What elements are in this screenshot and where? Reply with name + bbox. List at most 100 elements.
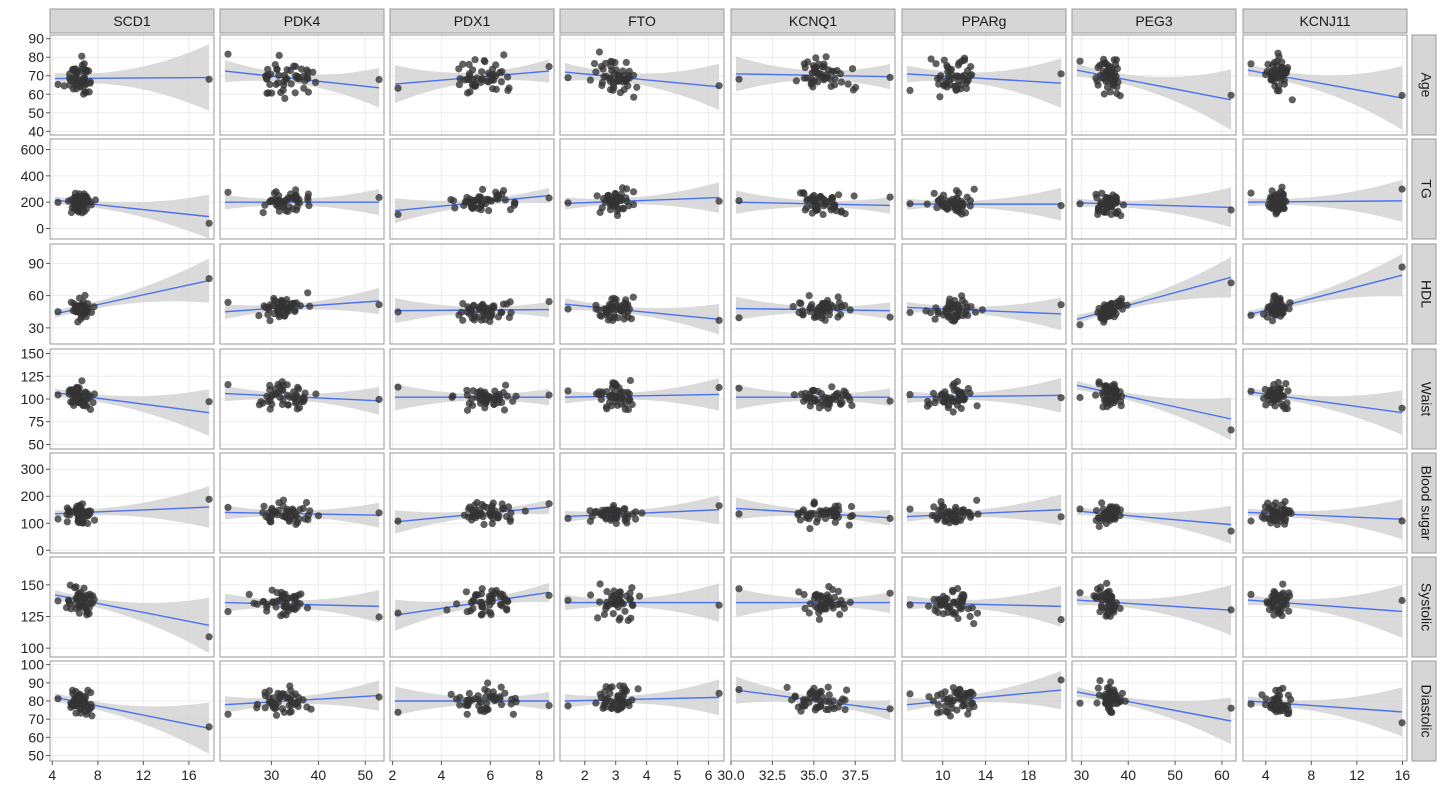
data-point: [822, 53, 830, 61]
data-point: [1092, 507, 1101, 515]
data-point: [953, 706, 961, 714]
data-point: [970, 620, 978, 628]
y-tick-label: 50: [28, 748, 44, 764]
data-point: [290, 592, 298, 601]
col-strip-label: PDK4: [284, 13, 321, 29]
data-point: [817, 687, 825, 696]
data-point: [205, 495, 213, 503]
confidence-band-group: [564, 583, 720, 622]
data-point: [1398, 263, 1406, 271]
data-point: [592, 699, 600, 707]
panel-border: [49, 452, 215, 554]
data-point: [806, 303, 815, 311]
data-point: [825, 583, 833, 591]
data-point: [449, 392, 457, 400]
data-point: [290, 299, 298, 307]
column-strips: SCD1 PDK4 PDX1 FTO KCNQ1 PPARg PEG3 KCNJ11: [49, 8, 1408, 34]
fit-line: [564, 196, 720, 205]
data-point: [845, 521, 853, 529]
data-point: [624, 698, 633, 707]
data-point: [848, 401, 856, 410]
data-point: [1092, 391, 1100, 399]
data-point: [940, 82, 948, 90]
scatter-points: [906, 676, 1065, 720]
y-tick-label: 90: [28, 675, 44, 691]
data-point: [270, 189, 278, 197]
data-point: [291, 394, 299, 402]
scatter-points: [224, 378, 383, 413]
panel-diastolic-peg3: [1071, 660, 1237, 762]
data-point: [839, 695, 847, 703]
data-point: [77, 709, 85, 717]
data-point: [268, 89, 276, 97]
data-point: [468, 395, 476, 403]
y-tick-label: 40: [28, 123, 44, 139]
x-axes: 4 8 12 16 30 40 50 2 4 6 8 2 3 4 5 6 30.0 32.5 35.0 37.5 10 1…: [48, 761, 1410, 783]
data-point: [266, 317, 274, 325]
data-point: [480, 57, 488, 65]
x-tick-label: 6: [486, 767, 494, 783]
row-strip-diastolic: Diastolic: [1411, 660, 1437, 762]
data-point: [1118, 689, 1126, 697]
panel-waist-kcnj11: [1242, 348, 1408, 450]
data-point: [482, 693, 490, 701]
data-point: [608, 683, 616, 691]
data-point: [259, 598, 267, 606]
panel-diastolic-scd1: [49, 660, 215, 762]
data-point: [291, 306, 299, 314]
data-point: [86, 510, 94, 518]
fit-line: [906, 601, 1062, 608]
x-axis-fto: 2 3 4 5 6: [581, 761, 713, 783]
data-point: [492, 696, 500, 704]
data-point: [1227, 91, 1235, 99]
scatter-points: [54, 275, 213, 326]
data-point: [1272, 295, 1280, 303]
data-point: [1096, 61, 1104, 69]
data-point: [1094, 309, 1102, 317]
y-tick-label: 125: [21, 368, 45, 384]
data-point: [269, 694, 277, 702]
panel-border: [1071, 243, 1237, 345]
panel-blood-sugar-kcnj11: [1242, 452, 1408, 554]
data-point: [54, 80, 62, 89]
data-point: [205, 219, 213, 227]
data-point: [600, 610, 609, 619]
data-point: [1076, 505, 1084, 513]
data-point: [827, 507, 835, 515]
y-tick-label: 30: [28, 320, 44, 336]
data-point: [925, 693, 933, 701]
confidence-band: [1247, 387, 1403, 435]
data-point: [510, 201, 518, 209]
data-point: [75, 399, 83, 407]
data-point: [937, 512, 945, 520]
data-point: [455, 65, 463, 73]
data-point: [1279, 589, 1287, 597]
data-point: [599, 65, 607, 73]
data-point: [476, 506, 484, 514]
confidence-band-group: [564, 182, 720, 213]
confidence-band: [906, 58, 1062, 108]
data-point: [619, 700, 627, 708]
data-point: [82, 313, 90, 321]
data-point: [1096, 677, 1104, 685]
data-point: [488, 598, 496, 606]
data-point: [477, 316, 485, 324]
scatter-points: [1076, 55, 1235, 100]
data-point: [1116, 388, 1124, 396]
data-point: [954, 61, 963, 69]
y-axis-waist: 50 75 100 125 150: [21, 346, 50, 452]
data-point: [1261, 701, 1270, 709]
panel-systolic-kcnq1: [730, 556, 896, 658]
data-point: [224, 381, 232, 389]
panel-age-fto: [559, 34, 725, 136]
data-point: [956, 604, 964, 612]
panel-diastolic-pparg: [901, 660, 1067, 762]
data-point: [620, 315, 628, 323]
data-point: [620, 505, 628, 513]
data-point: [375, 193, 383, 202]
data-point: [943, 393, 951, 401]
scatter-points: [906, 377, 1065, 416]
data-point: [967, 303, 975, 311]
y-tick-label: 0: [36, 542, 44, 558]
panel-border: [219, 556, 385, 658]
